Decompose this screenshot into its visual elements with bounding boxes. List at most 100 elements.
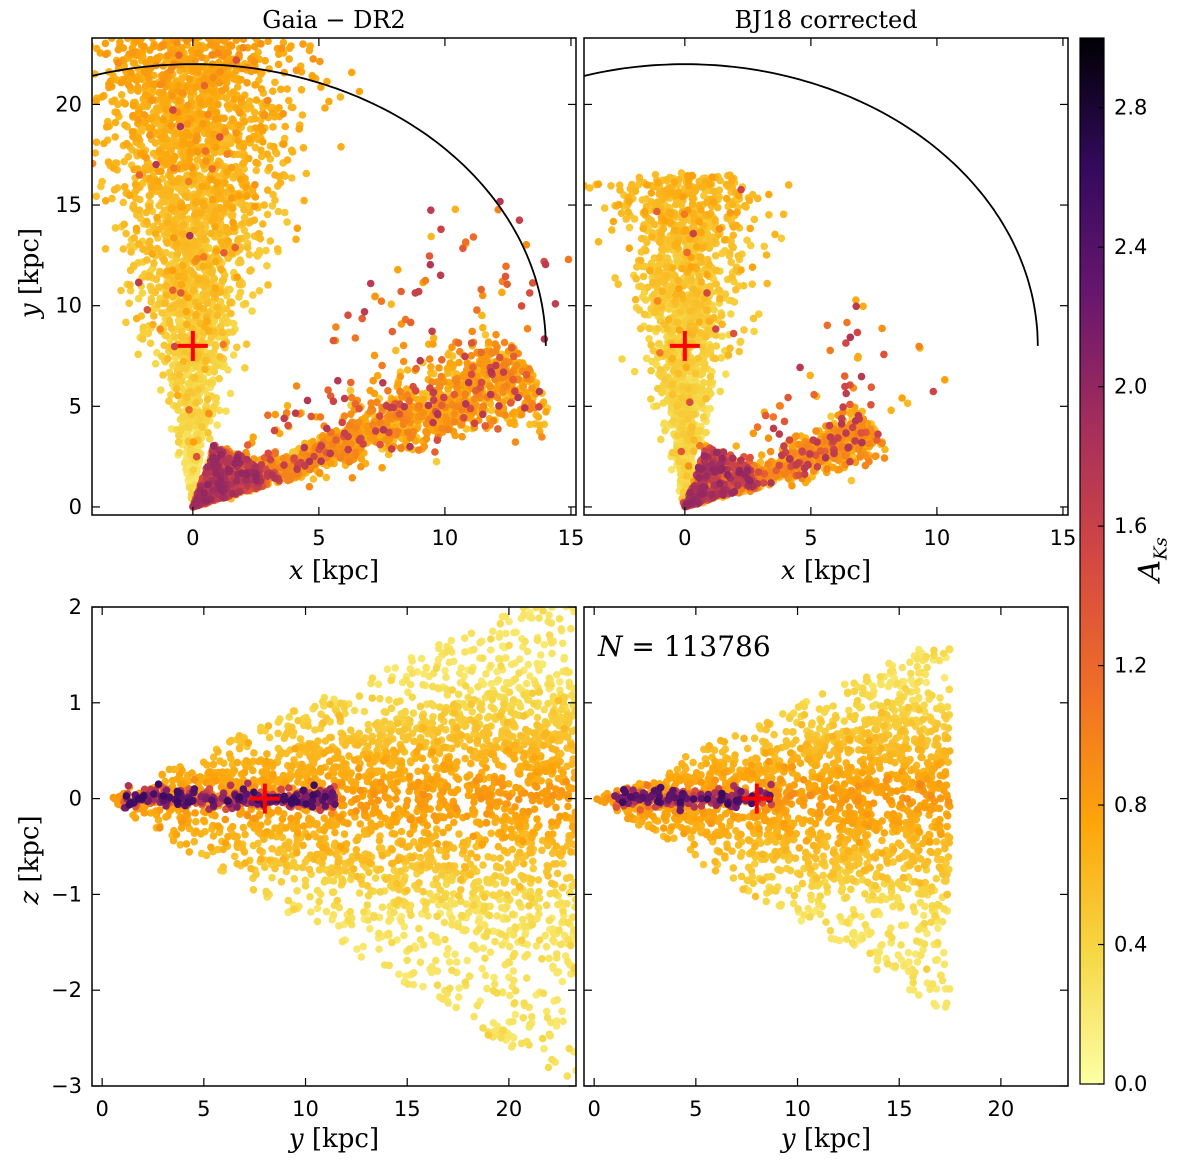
- star-point: [399, 420, 408, 429]
- star-point: [236, 288, 245, 297]
- star-point: [473, 306, 481, 314]
- star-point: [241, 364, 249, 372]
- star-point: [336, 93, 345, 101]
- star-point: [71, 38, 79, 46]
- star-point: [302, 169, 311, 178]
- star-point: [281, 122, 290, 131]
- star-point: [142, 153, 150, 162]
- star-point: [462, 400, 470, 408]
- star-point: [429, 340, 437, 348]
- star-point: [216, 229, 224, 238]
- star-point: [117, 91, 126, 99]
- star-point: [185, 406, 193, 414]
- star-point: [438, 401, 446, 410]
- star-point: [222, 143, 230, 151]
- star-point: [486, 390, 495, 399]
- star-point: [429, 388, 438, 397]
- star-point: [202, 417, 210, 426]
- star-point: [212, 247, 221, 255]
- star-point: [220, 114, 228, 123]
- star-point: [238, 220, 247, 228]
- star-point: [182, 240, 191, 249]
- star-point: [406, 318, 415, 327]
- star-point: [108, 194, 116, 203]
- star-point: [173, 39, 181, 47]
- star-point: [499, 368, 508, 377]
- star-point: [277, 85, 285, 94]
- star-point: [239, 38, 248, 43]
- star-point: [92, 192, 101, 201]
- star-point: [510, 417, 518, 426]
- star-point: [200, 81, 209, 90]
- star-point: [508, 344, 516, 352]
- star-point: [397, 287, 405, 296]
- star-point: [492, 330, 500, 339]
- star-point: [501, 361, 509, 369]
- star-point: [450, 390, 459, 399]
- star-point: [470, 419, 479, 428]
- star-point: [502, 382, 511, 390]
- star-point: [162, 282, 170, 290]
- star-point: [228, 489, 237, 498]
- star-point: [425, 355, 434, 363]
- star-point: [134, 294, 143, 303]
- star-point: [186, 387, 195, 396]
- star-point: [386, 403, 395, 412]
- star-point: [172, 130, 181, 138]
- star-point: [426, 260, 435, 269]
- star-point: [151, 360, 160, 368]
- star-point: [114, 45, 123, 54]
- star-point: [285, 55, 294, 63]
- star-point: [229, 351, 238, 359]
- star-point: [199, 262, 208, 271]
- star-point: [183, 430, 192, 439]
- star-point: [192, 83, 200, 91]
- star-point: [316, 413, 325, 421]
- star-point: [245, 250, 254, 259]
- star-point: [266, 455, 275, 464]
- star-point: [165, 397, 173, 405]
- star-point: [101, 50, 110, 59]
- star-point: [506, 399, 515, 407]
- star-point: [74, 82, 82, 90]
- star-point: [125, 299, 133, 308]
- star-point: [191, 237, 199, 246]
- star-point: [147, 114, 156, 122]
- star-point: [295, 125, 304, 133]
- star-point: [519, 383, 527, 392]
- star-point: [307, 412, 316, 421]
- star-point: [117, 78, 126, 87]
- star-point: [234, 236, 242, 245]
- star-point: [171, 193, 180, 201]
- star-point: [210, 291, 218, 299]
- star-point: [212, 469, 220, 478]
- star-point: [355, 87, 364, 96]
- star-point: [226, 298, 234, 307]
- star-point: [252, 250, 261, 259]
- star-point: [257, 85, 266, 93]
- star-point: [285, 44, 294, 52]
- star-point: [189, 466, 198, 474]
- star-point: [140, 67, 149, 75]
- star-point: [270, 426, 279, 435]
- star-point: [288, 148, 297, 156]
- star-point: [134, 83, 142, 92]
- star-point: [214, 480, 223, 489]
- star-point: [101, 197, 110, 205]
- star-point: [152, 275, 161, 284]
- star-point: [206, 435, 214, 443]
- star-point: [177, 426, 185, 434]
- star-point: [257, 123, 265, 131]
- star-point: [119, 198, 128, 207]
- star-point: [52, 75, 60, 83]
- star-point: [337, 143, 345, 151]
- star-point: [305, 482, 314, 491]
- star-point: [433, 436, 442, 445]
- star-point: [284, 421, 292, 430]
- star-point: [194, 49, 202, 58]
- star-point: [428, 327, 436, 336]
- star-point: [340, 429, 349, 438]
- star-point: [431, 448, 439, 456]
- star-point: [207, 229, 215, 238]
